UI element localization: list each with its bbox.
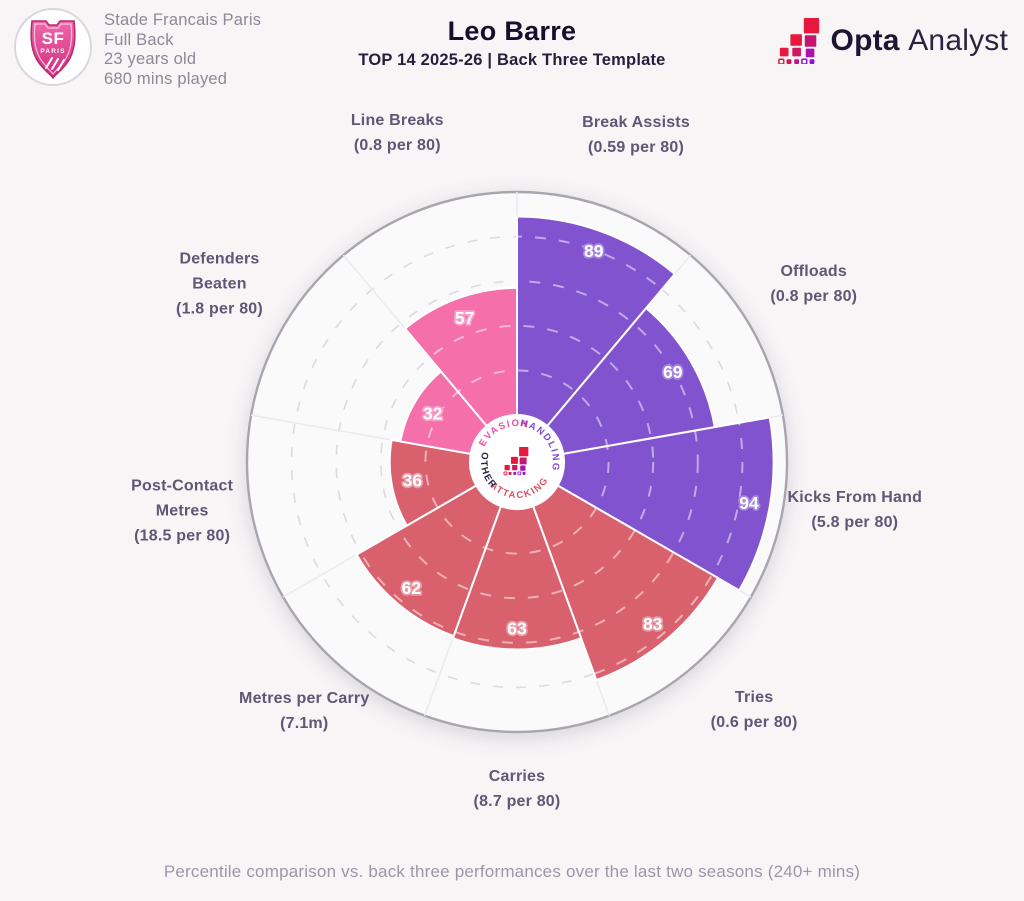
brand-light: Analyst	[908, 24, 1008, 57]
shield-inner-line	[33, 23, 73, 75]
club-name: Stade Francais Paris	[104, 11, 262, 29]
opta-stairs-icon	[503, 447, 529, 476]
player-minutes: 680 mins played	[104, 69, 228, 88]
value-carries: 63	[507, 619, 527, 639]
wedge-carries	[451, 505, 583, 651]
wedge-metres-per-carry	[355, 484, 502, 638]
shield-shape	[30, 20, 76, 80]
shield-city: PARIS	[40, 48, 65, 55]
value-defenders-beaten: 32	[423, 403, 443, 423]
player-age: 23 years old	[104, 50, 197, 68]
value-kicks-from-hand: 94	[739, 493, 759, 513]
footer-note: Percentile comparison vs. back three per…	[163, 862, 861, 881]
value-post-contact-metres: 36	[403, 471, 423, 491]
player-position: Full Back	[104, 30, 174, 49]
value-offloads: 69	[663, 362, 683, 382]
value-break-assists: 89	[584, 241, 604, 261]
shield-claw-marks	[45, 57, 65, 71]
opta-stairs-icon	[777, 18, 819, 64]
wedge-gridlines	[356, 235, 744, 681]
player-meta: Stade Francais Paris Full Back 23 years …	[104, 11, 261, 89]
value-metres-per-carry: 62	[402, 578, 422, 598]
value-line-breaks: 57	[455, 308, 474, 328]
brand-wordmark: Opta Analyst	[831, 24, 1008, 58]
sf-paris-shield-icon: SF PARIS	[30, 20, 76, 80]
brand-bold: Opta	[830, 24, 900, 57]
value-tries: 83	[643, 614, 663, 634]
shield-initials: SF	[42, 29, 65, 48]
opta-analyst-logo: Opta Analyst	[777, 18, 1008, 64]
club-crest: SF PARIS	[14, 8, 92, 86]
